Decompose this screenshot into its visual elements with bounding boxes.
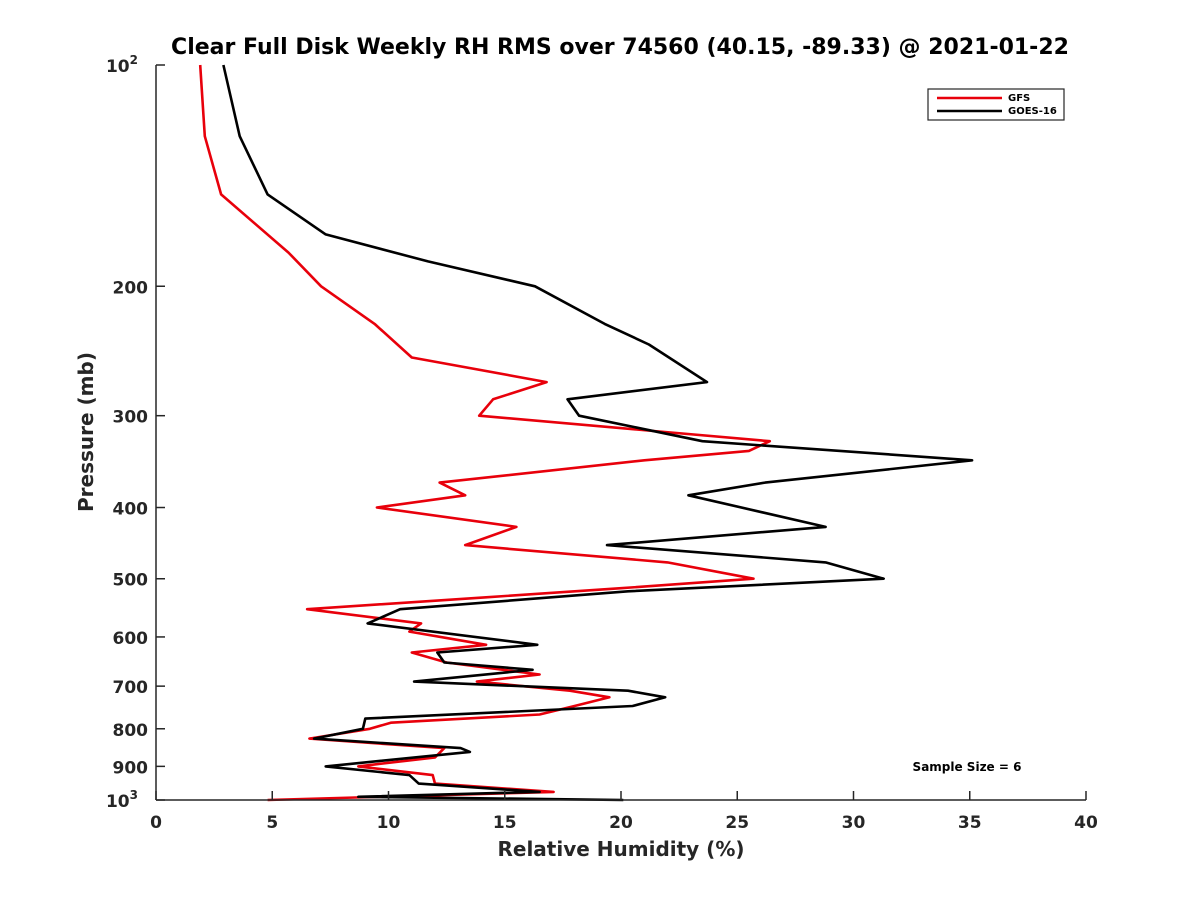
y-tick-label: 200 [113, 278, 149, 298]
y-tick-label: 900 [113, 758, 149, 778]
y-tick-label: 800 [113, 721, 149, 741]
x-tick-label: 0 [150, 813, 162, 833]
x-tick-label: 5 [266, 813, 278, 833]
legend-label-gfs: GFS [1008, 93, 1030, 104]
y-tick-label: 700 [113, 678, 149, 698]
series-line-goes16 [222, 64, 974, 802]
x-tick-label: 15 [493, 813, 517, 833]
y-tick-label: 300 [113, 408, 149, 428]
x-tick-label: 25 [725, 813, 749, 833]
chart-title: Clear Full Disk Weekly RH RMS over 74560… [171, 35, 1069, 60]
y-tick-label: 102 [106, 53, 138, 77]
x-tick-label: 30 [842, 813, 866, 833]
x-axis-ticks: 0 5 10 15 20 25 30 35 40 [150, 791, 1098, 833]
legend: GFS GOES-16 [927, 88, 1065, 121]
sample-size-annotation: Sample Size = 6 [913, 760, 1022, 774]
plot-area [198, 64, 974, 802]
legend-label-goes16: GOES-16 [1008, 106, 1057, 117]
y-axis-label: Pressure (mb) [74, 352, 98, 512]
x-tick-label: 40 [1074, 813, 1098, 833]
y-tick-label: 500 [113, 571, 149, 591]
y-axis-ticks: 102 200 300 400 500 600 700 800 900 103 [106, 53, 165, 812]
x-tick-label: 10 [377, 813, 401, 833]
x-tick-label: 20 [609, 813, 633, 833]
y-tick-label: 600 [113, 629, 149, 649]
series-line-gfs [198, 64, 772, 802]
y-tick-label: 400 [113, 500, 149, 520]
x-tick-label: 35 [958, 813, 982, 833]
legend-box [927, 88, 1065, 121]
y-tick-label: 103 [106, 788, 138, 812]
x-axis-label: Relative Humidity (%) [497, 837, 744, 861]
